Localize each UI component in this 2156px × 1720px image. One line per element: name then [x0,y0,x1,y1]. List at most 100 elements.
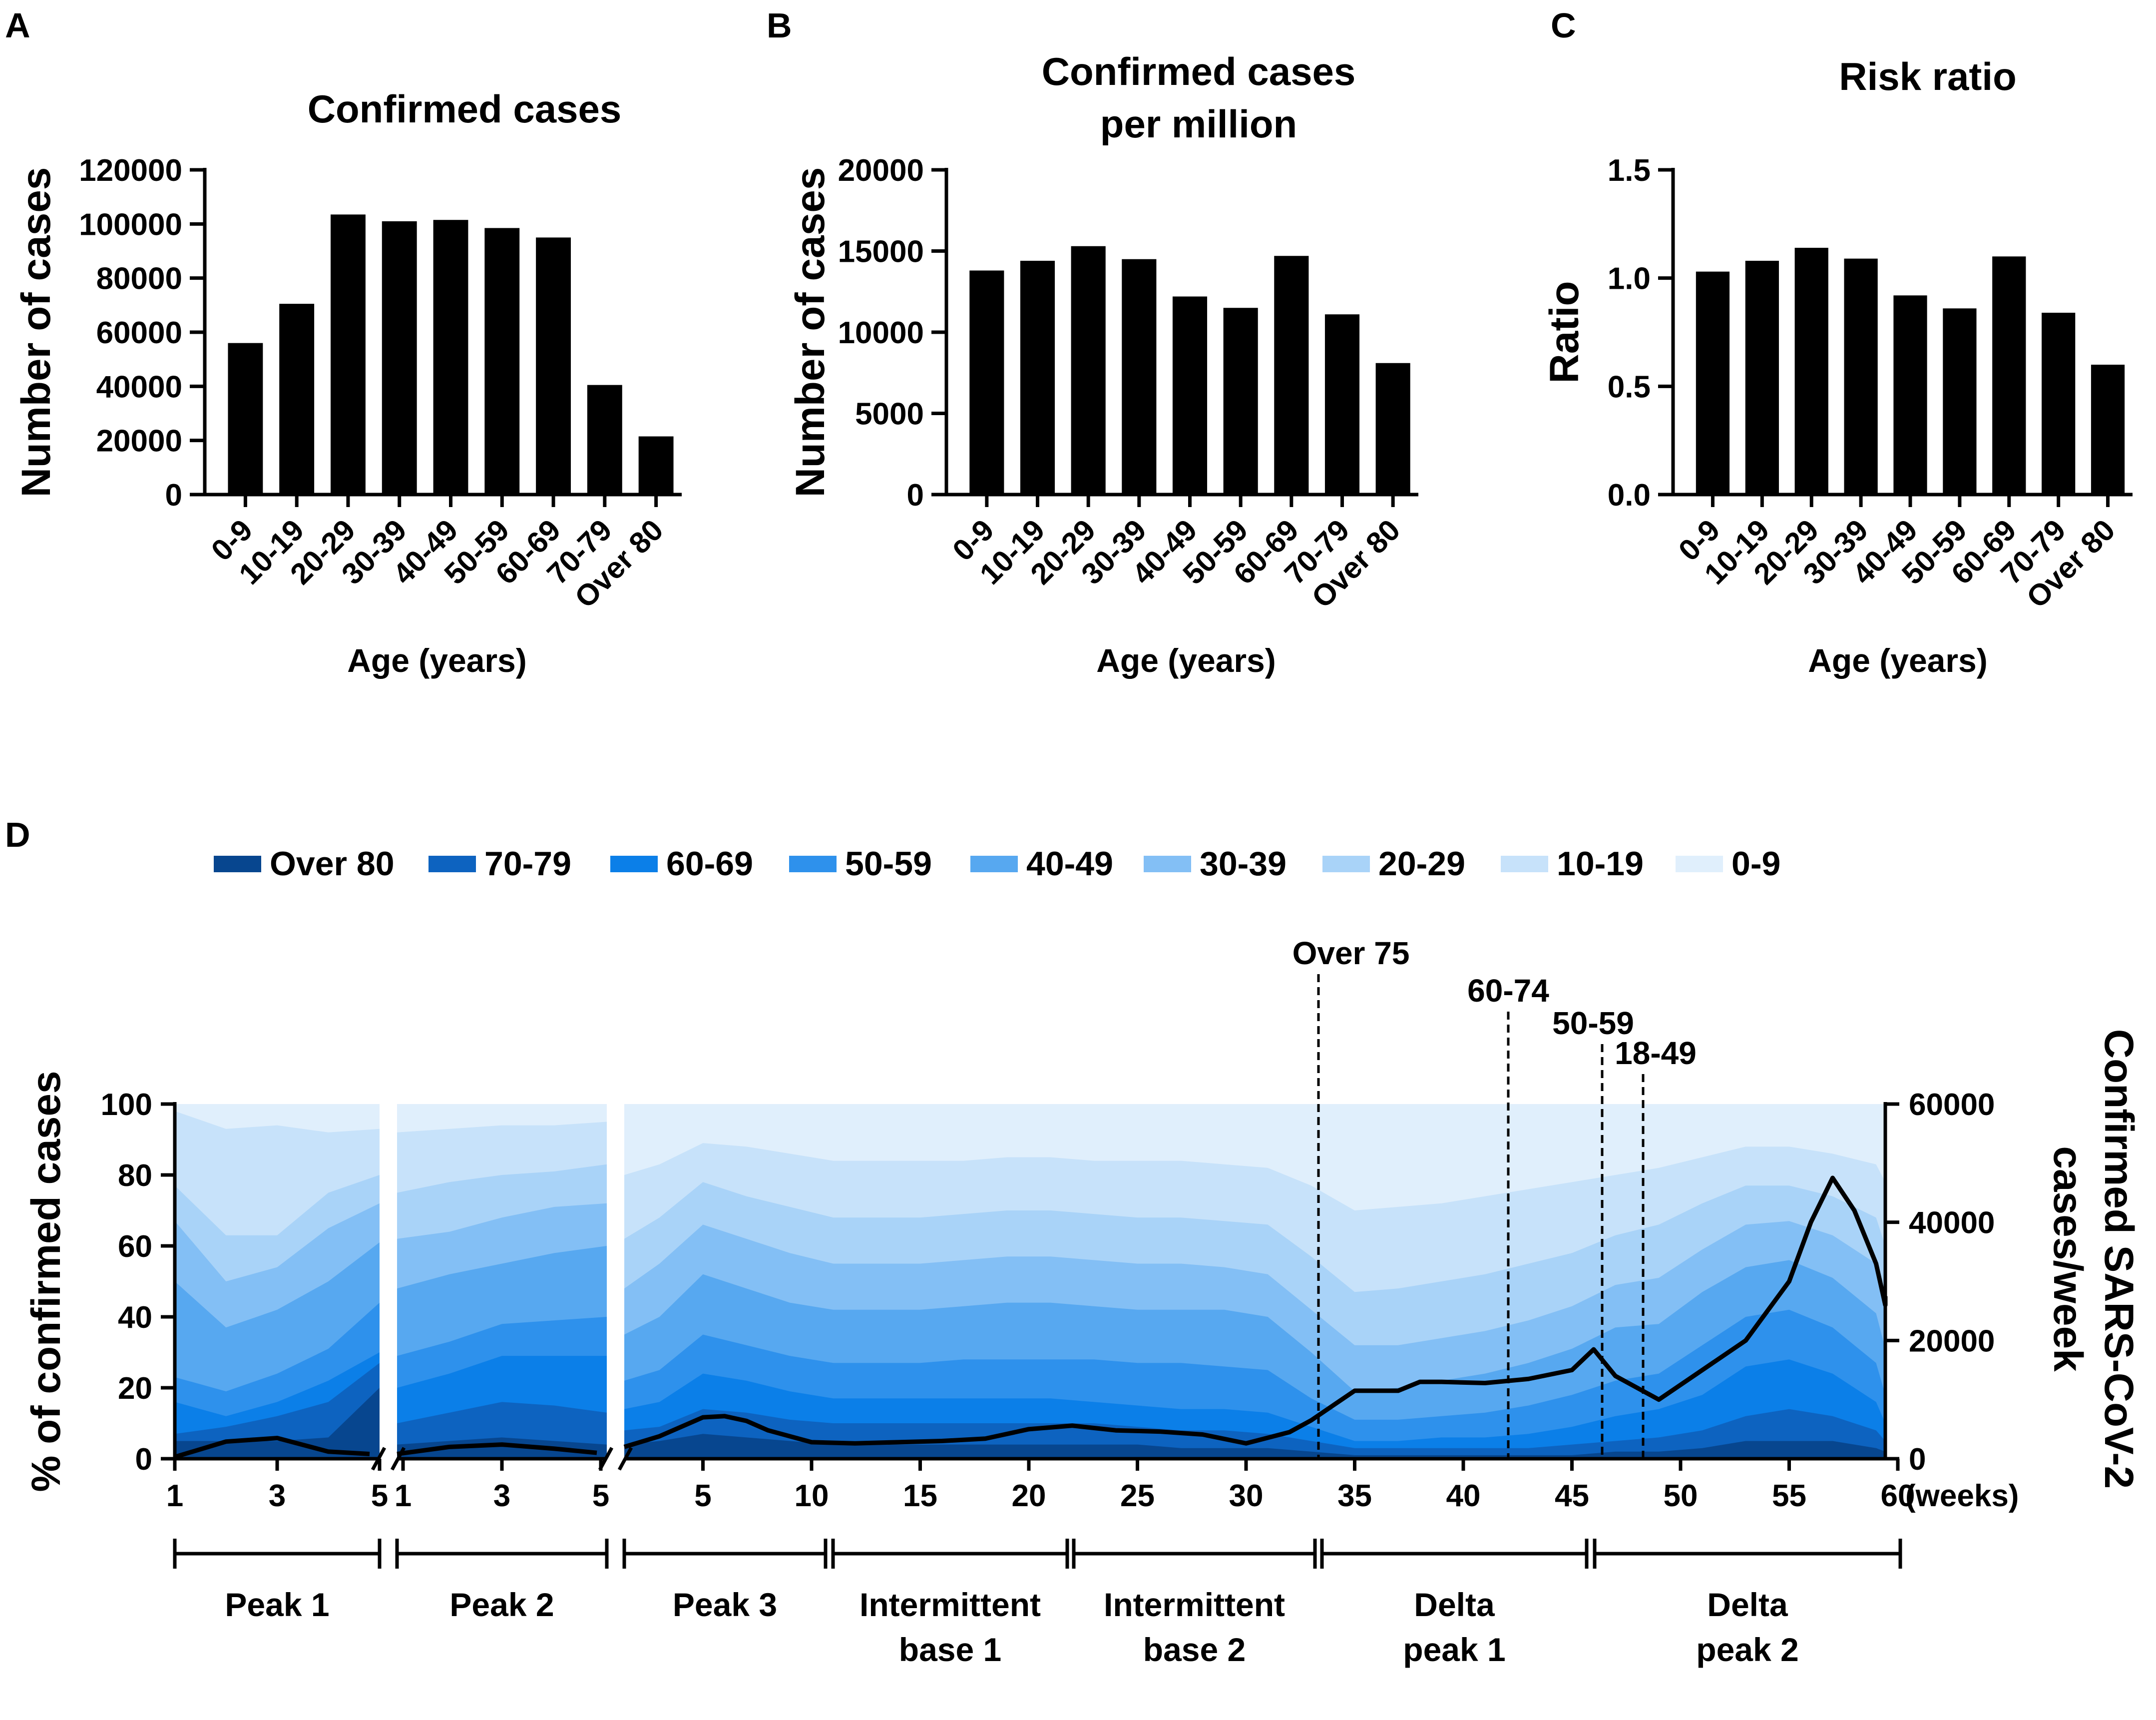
chart-title: Risk ratio [1839,54,2016,98]
bar [228,343,263,495]
y-tick-label: 100000 [79,207,182,242]
bar [1274,256,1309,495]
area-segment: 5 10 15 20 25 30 35 40 45 50 55 60 [623,1104,1915,1513]
legend-swatch [1676,856,1723,872]
axis-break [598,1447,614,1471]
phase-label: Delta [1707,1586,1788,1623]
y-tick-label: 40000 [96,370,182,404]
bar [1745,261,1779,495]
y-tick-label: 40 [118,1300,152,1335]
y2-tick-label: 0 [1909,1442,1926,1477]
legend-label: 0-9 [1731,845,1780,883]
y-axis-title: % of confirmed cases [23,1071,69,1492]
bar [1071,246,1106,495]
x-tick-label: 15 [903,1479,937,1513]
x-tick-label: 40 [1446,1479,1481,1513]
bar [1696,271,1730,495]
phase-bracket: Intermittent base 1 [831,1539,1069,1668]
legend-item: 70-79 [429,845,571,883]
legend-item: 60-69 [610,845,753,883]
x-axis-title: Age (years) [1808,642,1988,679]
phase-label: Peak 1 [225,1586,329,1623]
phase-label: Peak 3 [673,1586,777,1623]
axis-break [617,1447,633,1471]
legend-item: 20-29 [1322,845,1465,883]
bar [1223,308,1258,495]
y-axis-title: Number of cases [13,167,59,498]
panel-a: A Confirmed cases 0 20000 40000 60000 80000 100… [5,6,682,679]
cases-line [623,1175,1888,1449]
x-tick-label: 50 [1664,1479,1698,1513]
x-axis-title: Age (years) [347,642,527,679]
legend-label: 10-19 [1557,845,1644,883]
bar [484,228,520,495]
x-tick-label: 5 [694,1479,711,1513]
legend-swatch [1144,856,1191,872]
y-tick-label: 20000 [838,153,924,188]
x-unit-label: (weeks) [1905,1479,2019,1513]
vaccination-marker-label: 18-49 [1615,1035,1697,1071]
legend-item: Over 80 [214,845,395,883]
x-tick-label: 5 [592,1479,609,1513]
axis-break [371,1447,387,1471]
panel-letter: B [767,6,792,45]
legend-swatch [214,856,261,872]
bar [1172,296,1208,495]
bar [638,436,674,495]
y-tick-label: 15000 [838,235,924,269]
area-segment: 1 3 5 [166,1104,388,1513]
x-tick-label: 5 [371,1479,388,1513]
y-tick-label: 10000 [838,316,924,350]
y-axis-title: Ratio [1542,281,1587,384]
legend-item: 0-9 [1676,845,1780,883]
y-tick-label: 1.5 [1608,153,1651,188]
y-tick-label: 60 [118,1229,152,1264]
y-tick-label: 80000 [96,262,182,296]
legend-label: 60-69 [666,845,753,883]
bar [587,385,622,495]
chart-title: Confirmed cases [308,87,622,131]
y-tick-label: 20000 [96,424,182,459]
y-tick-label: 80 [118,1158,152,1193]
y-tick-label: 120000 [79,153,182,188]
y-axis-title: Number of cases [788,167,833,498]
y2-tick-label: 40000 [1909,1206,1995,1240]
x-tick-label: 55 [1772,1479,1806,1513]
x-axis-title: Age (years) [1096,642,1276,679]
x-tick-label: 35 [1337,1479,1372,1513]
legend-label: 50-59 [845,845,932,883]
y-tick-label: 60000 [96,316,182,350]
vaccination-marker-label: 50-59 [1552,1005,1634,1041]
bar [1844,258,1878,495]
legend-label: 70-79 [484,845,571,883]
y-tick-label: 5000 [855,397,924,432]
y-tick-label: 0 [135,1442,152,1477]
phase-bracket: Delta peak 2 [1593,1539,1902,1668]
x-tick-label: 45 [1555,1479,1589,1513]
bar [1020,261,1055,495]
bar [382,221,417,495]
panel-letter: A [5,6,30,45]
phase-label: peak 2 [1696,1631,1798,1668]
phase-label: base 1 [899,1631,1001,1668]
phase-bracket: Peak 3 [622,1539,828,1623]
x-tick-label: 30 [1229,1479,1264,1513]
bar [1943,308,1977,495]
legend-swatch [1322,856,1370,872]
bar [1893,295,1927,495]
chart-title: per million [1100,102,1297,146]
area-segment: 1 3 5 [395,1104,609,1513]
bar [536,237,571,495]
chart-title: Confirmed cases [1042,49,1356,93]
legend-item: 50-59 [789,845,932,883]
y2-tick-label: 20000 [1909,1324,1995,1358]
vaccination-marker-label: 60-74 [1467,973,1549,1009]
legend-swatch [1501,856,1548,872]
y-tick-label: 1.0 [1608,262,1651,296]
bar [1324,314,1360,495]
bar [279,304,315,495]
x-tick-label: 3 [493,1479,510,1513]
bar [2042,313,2076,495]
